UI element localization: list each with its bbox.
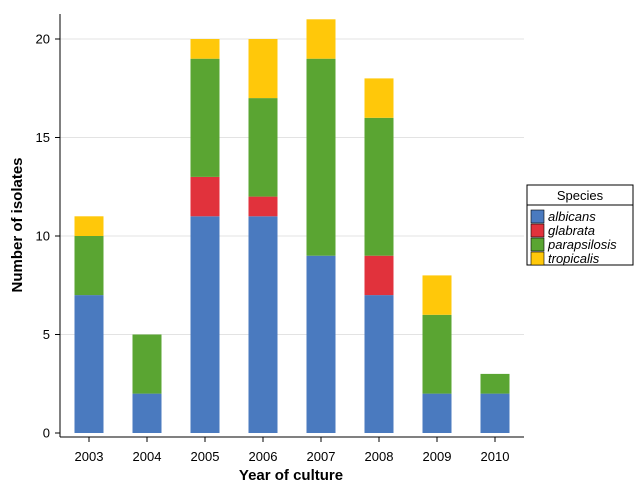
bar-segment-tropicalis-2006 [248, 39, 278, 99]
gridlines [60, 38, 524, 335]
y-tick-label: 5 [43, 327, 50, 342]
legend: Species albicansglabrataparapsilosistrop… [526, 184, 634, 266]
bar-segment-albicans-2009 [422, 393, 452, 433]
x-tick-label: 2003 [75, 449, 104, 464]
bar-segment-albicans-2007 [306, 255, 336, 433]
bar-segment-glabrata-2005 [190, 176, 220, 217]
y-tick-label: 0 [43, 426, 50, 441]
x-axis-title: Year of culture [239, 467, 343, 484]
bars [74, 19, 510, 433]
bar-segment-parapsilosis-2008 [364, 117, 394, 256]
legend-label-tropicalis: tropicalis [548, 251, 600, 266]
bar-segment-parapsilosis-2007 [306, 58, 336, 256]
bar-segment-parapsilosis-2009 [422, 314, 452, 394]
bar-segment-parapsilosis-2010 [480, 373, 510, 394]
x-tick-label: 2008 [365, 449, 394, 464]
x-ticks: 2003 2004 2005 2006 2007 2008 2009 2010 [75, 437, 510, 464]
bar-segment-tropicalis-2008 [364, 78, 394, 118]
axes [59, 14, 524, 438]
bar-segment-albicans-2006 [248, 216, 278, 433]
x-tick-label: 2005 [191, 449, 220, 464]
legend-swatch-parapsilosis [530, 237, 545, 252]
legend-title: Species [557, 188, 604, 203]
y-ticks: 0 5 10 15 20 [36, 32, 60, 441]
legend-label-glabrata: glabrata [548, 223, 595, 238]
x-tick-label: 2010 [481, 449, 510, 464]
legend-label-parapsilosis: parapsilosis [547, 237, 617, 252]
y-axis-title: Number of isolates [9, 157, 26, 292]
y-tick-label: 20 [36, 32, 50, 47]
bar-segment-tropicalis-2005 [190, 39, 220, 59]
legend-swatch-glabrata [530, 223, 545, 238]
bar-segment-parapsilosis-2004 [132, 334, 162, 394]
y-tick-label: 10 [36, 229, 50, 244]
x-tick-label: 2006 [249, 449, 278, 464]
x-tick-label: 2004 [133, 449, 162, 464]
bar-segment-tropicalis-2007 [306, 19, 336, 59]
legend-swatch-tropicalis [530, 251, 545, 266]
legend-label-albicans: albicans [548, 209, 596, 224]
x-tick-label: 2007 [307, 449, 336, 464]
legend-box [526, 184, 634, 266]
bar-segment-parapsilosis-2005 [190, 58, 220, 177]
bar-segment-albicans-2008 [364, 295, 394, 433]
bar-segment-parapsilosis-2006 [248, 98, 278, 197]
bar-segment-tropicalis-2009 [422, 275, 452, 315]
x-tick-label: 2009 [423, 449, 452, 464]
bar-segment-glabrata-2008 [364, 255, 394, 296]
bar-segment-parapsilosis-2003 [74, 236, 104, 296]
bar-segment-albicans-2003 [74, 295, 104, 433]
bar-segment-tropicalis-2003 [74, 216, 104, 236]
legend-swatch-albicans [530, 209, 545, 224]
bar-segment-albicans-2004 [132, 393, 162, 433]
bar-segment-albicans-2005 [190, 216, 220, 433]
bar-segment-glabrata-2006 [248, 196, 278, 217]
y-tick-label: 15 [36, 130, 50, 145]
bar-segment-albicans-2010 [480, 393, 510, 433]
